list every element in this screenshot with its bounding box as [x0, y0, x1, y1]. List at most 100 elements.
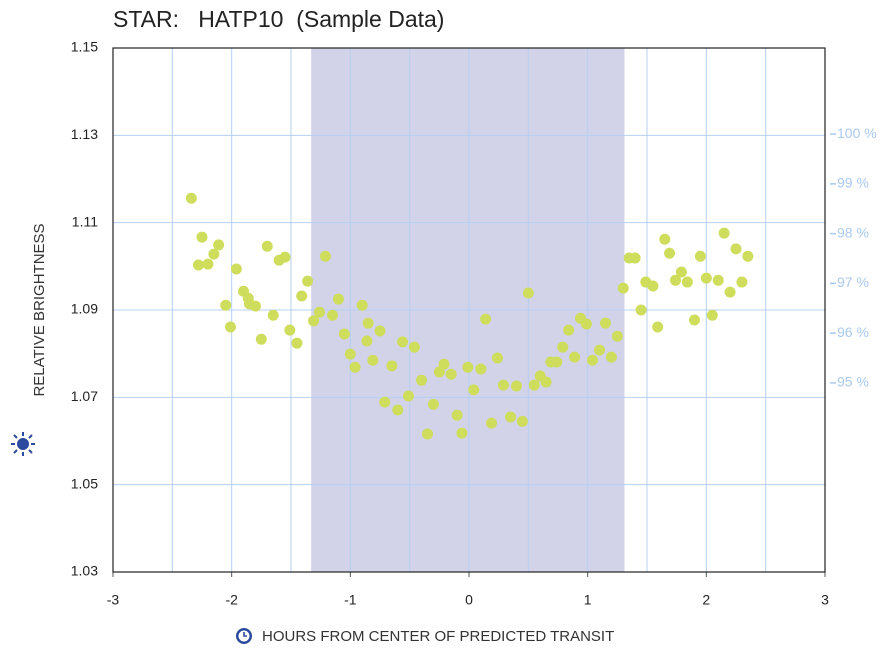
data-point	[356, 299, 368, 311]
data-point	[475, 363, 487, 375]
data-point	[456, 427, 468, 439]
x-tick-label: 1	[584, 592, 592, 608]
data-point	[196, 231, 208, 243]
data-point	[669, 274, 681, 286]
data-point	[629, 252, 641, 264]
data-point	[438, 358, 450, 370]
data-point	[516, 415, 528, 427]
data-point	[445, 368, 457, 380]
data-point	[681, 276, 693, 288]
data-point	[374, 325, 386, 337]
data-point	[491, 352, 503, 364]
data-point	[617, 282, 629, 294]
data-point	[486, 417, 498, 429]
x-tick-label: 3	[821, 592, 829, 608]
data-point	[528, 379, 540, 391]
data-point	[313, 306, 325, 318]
data-point	[421, 428, 433, 440]
data-point	[185, 192, 197, 204]
y2-tick-label: 98 %	[837, 224, 869, 240]
data-point	[599, 317, 611, 329]
data-point	[659, 233, 671, 245]
chart-title: STAR: HATP10 (Sample Data)	[113, 6, 444, 32]
data-point	[202, 258, 214, 270]
y-tick-label: 1.07	[71, 388, 98, 404]
data-point	[540, 376, 552, 388]
data-point	[675, 266, 687, 278]
data-point	[594, 344, 606, 356]
y-tick-label: 1.09	[71, 301, 98, 317]
data-point	[569, 351, 581, 363]
data-point	[427, 398, 439, 410]
data-point	[586, 354, 598, 366]
x-axis-label: HOURS FROM CENTER OF PREDICTED TRANSIT	[262, 628, 614, 645]
x-tick-label: -2	[225, 592, 238, 608]
data-point	[480, 313, 492, 325]
y2-tick-label: 95 %	[837, 374, 869, 390]
data-point	[349, 361, 361, 373]
data-point	[497, 379, 509, 391]
sun-icon	[11, 432, 35, 456]
data-point	[220, 299, 232, 311]
data-point	[462, 361, 474, 373]
data-point	[392, 404, 404, 416]
data-point	[688, 314, 700, 326]
data-point	[230, 263, 242, 275]
data-point	[291, 337, 303, 349]
data-point	[402, 390, 414, 402]
y2-tick-label: 97 %	[837, 274, 869, 290]
y-tick-label: 1.15	[71, 39, 98, 55]
data-point	[742, 250, 754, 262]
data-point	[652, 321, 664, 333]
data-point	[700, 272, 712, 284]
data-point	[522, 287, 534, 299]
data-point	[255, 333, 267, 345]
data-point	[213, 239, 225, 251]
data-point	[362, 317, 374, 329]
x-tick-label: 0	[465, 592, 473, 608]
data-point	[386, 360, 398, 372]
data-point	[416, 374, 428, 386]
data-point	[327, 309, 339, 321]
data-point	[712, 274, 724, 286]
data-point	[367, 354, 379, 366]
data-point	[302, 275, 314, 287]
data-point	[563, 324, 575, 336]
data-point	[338, 328, 350, 340]
y-tick-label: 1.13	[71, 126, 98, 142]
data-point	[451, 409, 463, 421]
data-point	[361, 335, 373, 347]
data-point	[510, 380, 522, 392]
clock-icon	[236, 628, 252, 644]
x-tick-label: -3	[107, 592, 120, 608]
data-point	[267, 309, 279, 321]
x-tick-label: -1	[344, 592, 357, 608]
data-point	[408, 341, 420, 353]
y2-tick-label: 96 %	[837, 324, 869, 340]
data-point	[718, 227, 730, 239]
data-point	[730, 243, 742, 255]
data-point	[706, 309, 718, 321]
data-point	[605, 351, 617, 363]
data-point	[505, 411, 517, 423]
data-point	[279, 251, 291, 263]
data-point	[192, 259, 204, 271]
data-point	[551, 356, 563, 368]
plot-frame	[112, 47, 826, 573]
data-point	[319, 250, 331, 262]
y2-tick-label: 100 %	[837, 125, 877, 141]
y-axis-label: RELATIVE BRIGHTNESS	[31, 223, 48, 396]
data-point	[694, 250, 706, 262]
data-point	[344, 348, 356, 360]
data-point	[580, 318, 592, 330]
data-point	[635, 304, 647, 316]
data-point	[284, 324, 296, 336]
y2-tick-label: 99 %	[837, 175, 869, 191]
data-point	[224, 321, 236, 333]
data-point	[468, 384, 480, 396]
y-tick-label: 1.05	[71, 475, 98, 491]
data-point	[332, 293, 344, 305]
data-point	[379, 396, 391, 408]
data-point	[397, 336, 409, 348]
